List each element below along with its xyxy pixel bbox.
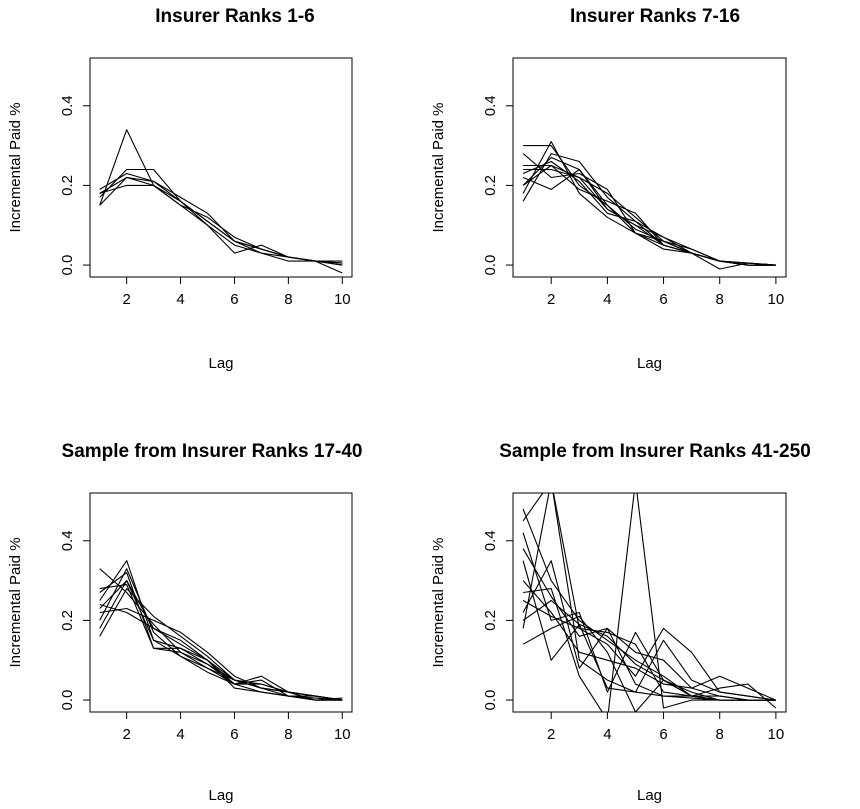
y-tick-label: 0.4 (59, 95, 76, 116)
series-line-insurer-v (523, 493, 776, 712)
x-tick-label: 8 (716, 726, 724, 743)
x-tick-label: 6 (659, 726, 667, 743)
x-tick-label: 6 (230, 291, 238, 308)
series-line-insurer-t (522, 600, 776, 701)
chart-title: Insurer Ranks 7-16 (570, 6, 740, 27)
y-tick-label: 0.4 (482, 95, 499, 116)
y-axis-label: Incremental Paid % (7, 537, 24, 667)
x-tick-label: 8 (284, 291, 292, 308)
plot-frame (512, 57, 787, 278)
y-axis-label: Incremental Paid % (7, 102, 24, 232)
x-tick-label: 10 (334, 726, 351, 743)
y-tick-label: 0.0 (482, 255, 499, 276)
series-group (99, 129, 343, 274)
series-line-insurer-5 (99, 184, 343, 264)
x-tick-label: 2 (547, 726, 555, 743)
panel-1: Insurer Ranks 1-6 2 4 6 8 10 0.0 0.2 0.4 Lag Incre… (7, 6, 353, 372)
series-group (522, 493, 777, 712)
x-tick-label: 10 (768, 726, 785, 743)
panel-2: Insurer Ranks 7-16 2 4 6 8 10 0.0 0.2 0.4 Lag Incr… (430, 6, 787, 372)
panel-4: Sample from Insurer Ranks 41-250 2 4 6 8 10 0.… (430, 441, 811, 804)
x-axis-label: Lag (208, 355, 233, 372)
chart-title: Insurer Ranks 1-6 (155, 6, 314, 27)
series-line-insurer-j (99, 603, 343, 701)
x-tick-label: 6 (659, 291, 667, 308)
x-tick-label: 4 (176, 726, 184, 743)
y-tick-label: 0.4 (59, 530, 76, 551)
x-tick-label: 4 (603, 291, 611, 308)
panel-3: Sample from Insurer Ranks 17-40 2 4 6 8 10 0.0… (7, 441, 362, 804)
x-tick-label: 4 (603, 726, 611, 743)
plot-frame (89, 492, 353, 713)
plot-frame (89, 57, 353, 278)
series-group (522, 141, 776, 270)
x-axis-label: Lag (637, 355, 662, 372)
x-tick-label: 10 (768, 291, 785, 308)
series-line-insurer-i (99, 568, 343, 701)
x-tick-label: 2 (547, 291, 555, 308)
x-axis-label: Lag (208, 787, 233, 804)
x-tick-label: 2 (122, 726, 130, 743)
y-tick-label: 0.0 (59, 690, 76, 711)
y-tick-label: 0.2 (482, 175, 499, 196)
series-line-insurer-13 (522, 160, 776, 266)
y-tick-label: 0.2 (59, 175, 76, 196)
x-tick-label: 6 (230, 726, 238, 743)
chart-title: Sample from Insurer Ranks 41-250 (499, 441, 811, 462)
x-tick-label: 4 (176, 291, 184, 308)
y-tick-label: 0.0 (482, 690, 499, 711)
plot-frame (512, 492, 787, 713)
series-group (99, 560, 343, 701)
x-tick-label: 8 (284, 726, 292, 743)
series-line-insurer-16 (523, 168, 776, 266)
y-tick-label: 0.0 (59, 255, 76, 276)
x-tick-label: 2 (122, 291, 130, 308)
x-tick-label: 8 (716, 291, 724, 308)
y-axis-label: Incremental Paid % (430, 102, 447, 232)
x-axis-label: Lag (637, 787, 662, 804)
chart-title: Sample from Insurer Ranks 17-40 (62, 441, 363, 462)
x-tick-label: 10 (334, 291, 351, 308)
y-tick-label: 0.2 (482, 610, 499, 631)
y-axis-label: Incremental Paid % (430, 537, 447, 667)
series-line-insurer-6 (99, 176, 343, 274)
series-line-insurer-15 (522, 164, 776, 270)
y-tick-label: 0.2 (59, 610, 76, 631)
y-tick-label: 0.4 (482, 530, 499, 551)
series-line-insurer-s (522, 560, 777, 709)
series-line-insurer-p (522, 560, 776, 701)
